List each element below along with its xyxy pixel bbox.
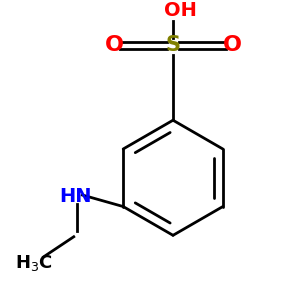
Text: S: S bbox=[166, 35, 181, 56]
Text: OH: OH bbox=[164, 2, 196, 20]
Text: O: O bbox=[104, 35, 124, 56]
Text: H$_3$C: H$_3$C bbox=[15, 253, 52, 273]
Text: HN: HN bbox=[59, 187, 92, 206]
Text: O: O bbox=[223, 35, 242, 56]
